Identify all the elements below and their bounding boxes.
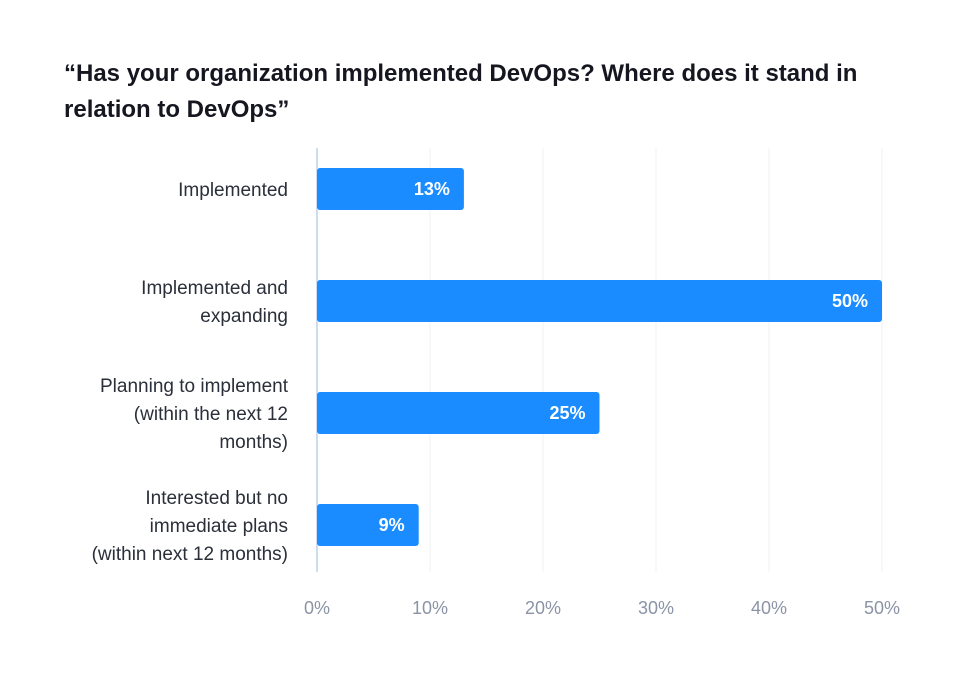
category-label: Interested but no immediate plans (within … (92, 488, 288, 565)
bars: 13% 50% 25% 9% (317, 168, 882, 546)
x-axis-ticks: 0% 10% 20% 30% 40% 50% (304, 598, 900, 618)
category-label: Implemented (178, 180, 288, 201)
bar-value-label: 25% (549, 403, 585, 423)
chart-title: “Has your organization implemented DevOp… (64, 60, 858, 123)
bar-value-label: 9% (379, 515, 405, 535)
x-tick-label: 50% (864, 598, 900, 618)
x-tick-label: 10% (412, 598, 448, 618)
bar (317, 280, 882, 322)
bar (317, 504, 419, 546)
x-tick-label: 30% (638, 598, 674, 618)
bar-value-label: 13% (414, 179, 450, 199)
category-label: Planning to implement (within the next 12… (100, 376, 289, 453)
category-labels: Implemented Implemented and expanding Plann… (92, 180, 289, 565)
gridlines (316, 148, 883, 572)
x-tick-label: 20% (525, 598, 561, 618)
category-label: Implemented and expanding (141, 278, 288, 327)
x-tick-label: 40% (751, 598, 787, 618)
bar-value-label: 50% (832, 291, 868, 311)
bar (317, 168, 464, 210)
x-tick-label: 0% (304, 598, 330, 618)
bar (317, 392, 600, 434)
